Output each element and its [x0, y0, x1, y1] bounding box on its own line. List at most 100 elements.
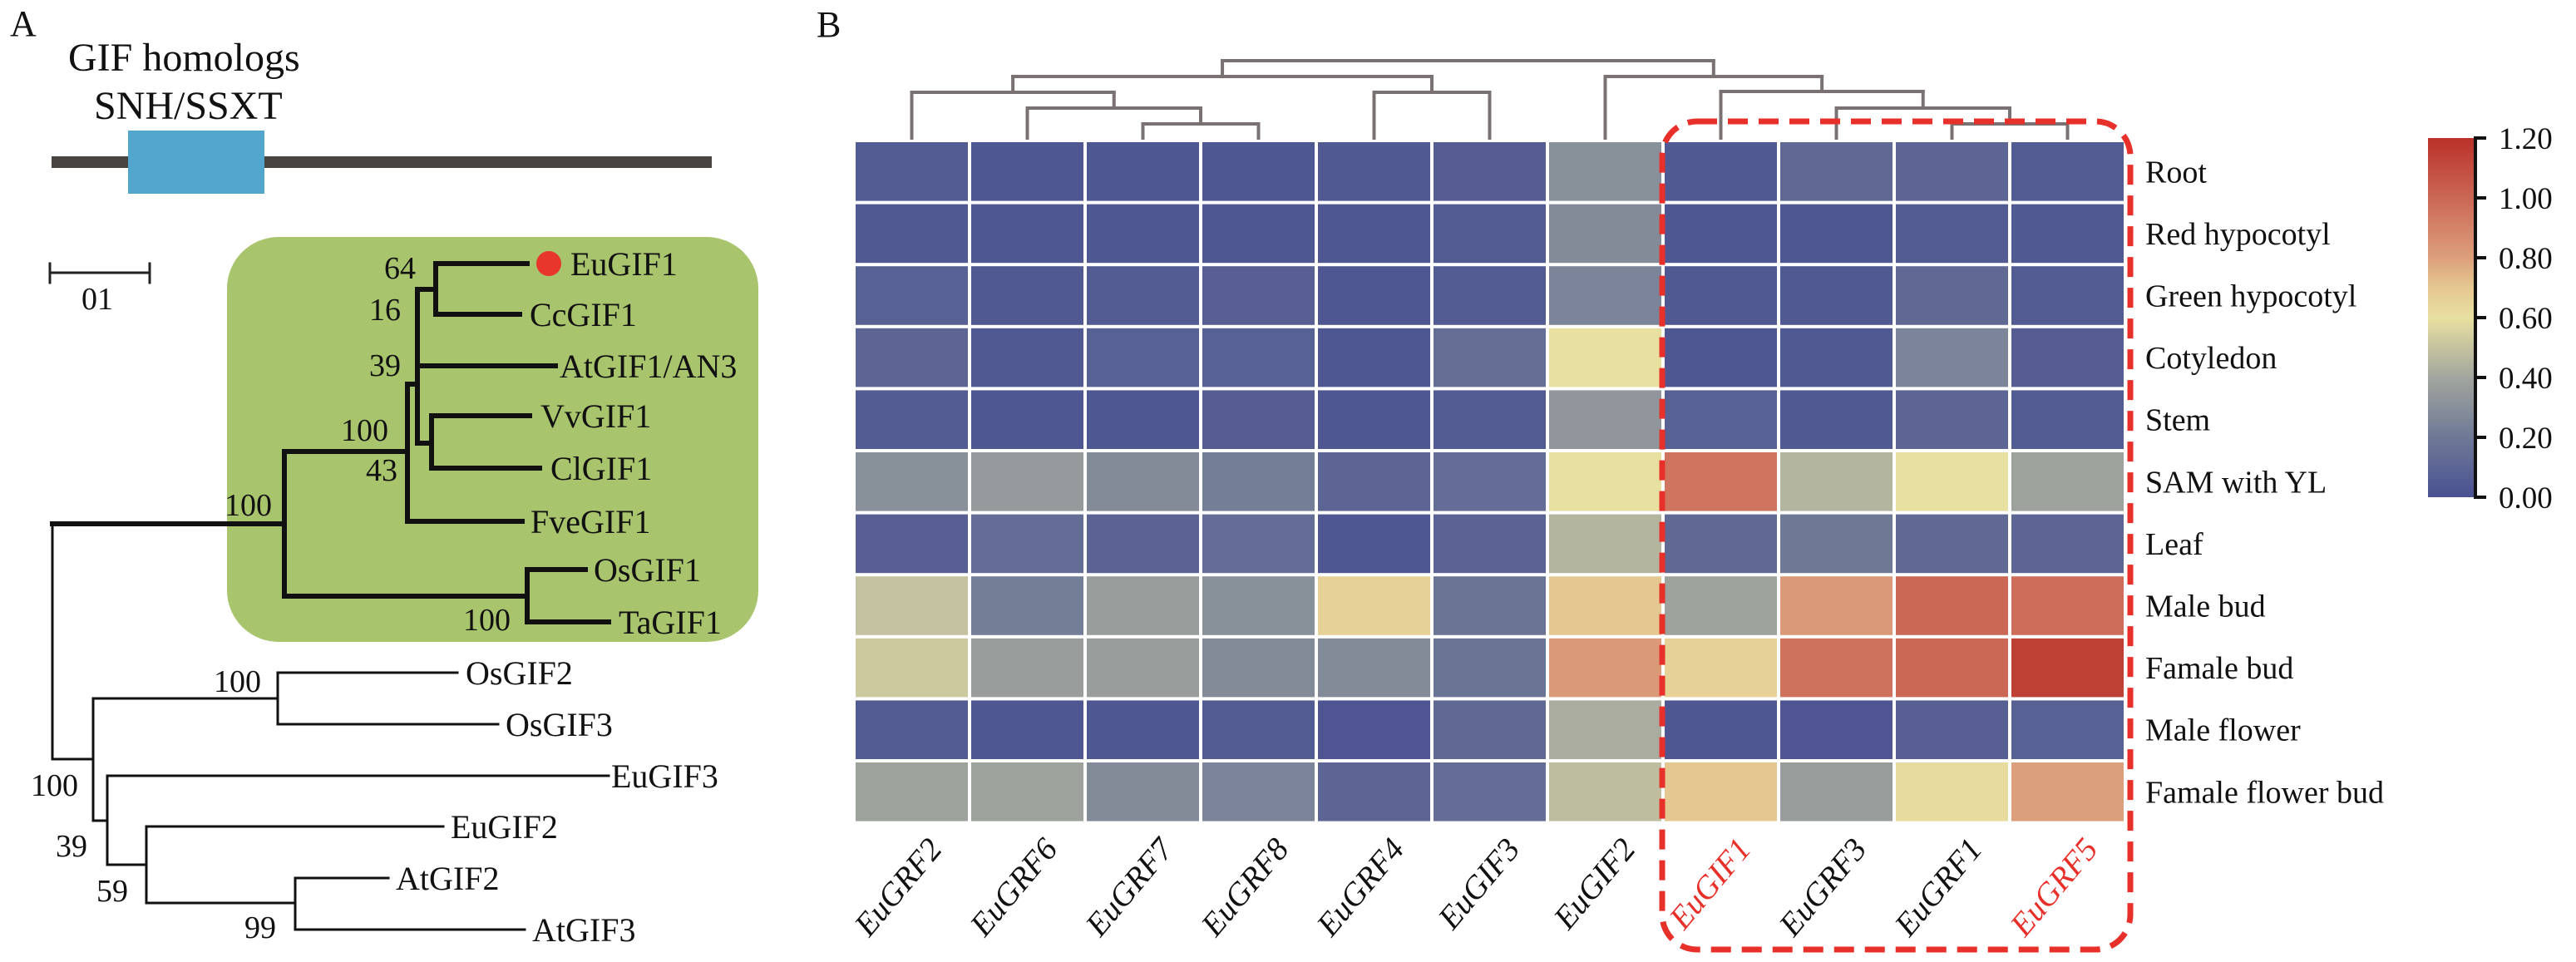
- heatmap-cell-male-flower-eugrf1: [1896, 700, 2008, 759]
- heatmap-cell-leaf-eugrf5: [2011, 514, 2124, 574]
- heatmap-cell-cotyledon-eugif1: [1665, 328, 1777, 387]
- heatmap-cell-famale-flower-bud-eugrf4: [1318, 762, 1430, 821]
- heatmap-cell-sam-with-yl-eugrf4: [1318, 452, 1430, 511]
- heatmap-cell-leaf-eugif2: [1549, 514, 1661, 574]
- heatmap-cell-famale-flower-bud-eugrf1: [1896, 762, 2008, 821]
- heatmap-cell-leaf-eugrf4: [1318, 514, 1430, 574]
- colorbar-tick-label: 0.80: [2499, 242, 2553, 276]
- heatmap-cell-stem-eugif2: [1549, 390, 1661, 449]
- tree-leaf-label: EuGIF2: [451, 808, 558, 846]
- heatmap-cell-famale-bud-eugrf7: [1087, 638, 1199, 698]
- heatmap-cell-male-bud-eugif2: [1549, 576, 1661, 635]
- column-label: EuGRF4: [1310, 831, 1412, 944]
- heatmap-cell-male-bud-eugrf4: [1318, 576, 1430, 635]
- domain-title: GIF homologs: [68, 36, 300, 80]
- heatmap-cell-leaf-eugrf2: [856, 514, 968, 574]
- bootstrap-value: 100: [341, 413, 388, 448]
- bootstrap-value: 39: [56, 829, 87, 864]
- heatmap-cell-famale-flower-bud-eugif2: [1549, 762, 1661, 821]
- heatmap-cell-leaf-eugrf8: [1202, 514, 1315, 574]
- heatmap-cell-cotyledon-eugrf7: [1087, 328, 1199, 387]
- heatmap-cell-male-flower-eugrf4: [1318, 700, 1430, 759]
- column-label: EuGRF3: [1772, 831, 1874, 944]
- heatmap-cell-leaf-eugrf7: [1087, 514, 1199, 574]
- row-label: Leaf: [2145, 527, 2203, 562]
- heatmap-cell-stem-eugrf2: [856, 390, 968, 449]
- heatmap-cell-famale-bud-eugif2: [1549, 638, 1661, 698]
- heatmap-cell-stem-eugrf4: [1318, 390, 1430, 449]
- heatmap-cell-famale-flower-bud-eugrf6: [971, 762, 1083, 821]
- heatmap-cell-leaf-eugrf3: [1780, 514, 1893, 574]
- heatmap-cell-male-flower-eugrf3: [1780, 700, 1893, 759]
- column-label: EuGRF6: [963, 831, 1065, 944]
- heatmap-cell-sam-with-yl-eugif1: [1665, 452, 1777, 511]
- heatmap-cell-famale-bud-eugif1: [1665, 638, 1777, 698]
- heatmap-cell-cotyledon-eugrf5: [2011, 328, 2124, 387]
- tree-leaf-label: AtGIF2: [396, 860, 499, 897]
- heatmap-cell-male-bud-eugif1: [1665, 576, 1777, 635]
- column-dendrogram: [910, 59, 2070, 140]
- bootstrap-value: 43: [366, 453, 397, 488]
- heatmap-cell-green-hypocotyl-eugrf6: [971, 266, 1083, 325]
- tree-leaf-label: EuGIF1: [570, 245, 678, 283]
- tree-leaf-label: ClGIF1: [550, 450, 652, 487]
- heatmap-cell-root-eugrf6: [971, 142, 1083, 201]
- heatmap-cell-stem-eugif1: [1665, 390, 1777, 449]
- heatmap-cell-famale-flower-bud-eugif1: [1665, 762, 1777, 821]
- heatmap-cell-green-hypocotyl-eugrf7: [1087, 266, 1199, 325]
- bootstrap-value: 59: [96, 874, 128, 909]
- heatmap-cell-sam-with-yl-eugrf1: [1896, 452, 2008, 511]
- row-label: Male flower: [2145, 713, 2301, 748]
- heatmap-cell-sam-with-yl-eugrf7: [1087, 452, 1199, 511]
- heatmap-cell-male-bud-eugrf1: [1896, 576, 2008, 635]
- heatmap-cell-red-hypocotyl-eugrf3: [1780, 204, 1893, 264]
- heatmap-cell-green-hypocotyl-eugif2: [1549, 266, 1661, 325]
- heatmap-cell-famale-flower-bud-eugrf3: [1780, 762, 1893, 821]
- heatmap-cell-red-hypocotyl-eugrf4: [1318, 204, 1430, 264]
- heatmap-cell-famale-bud-eugif3: [1434, 638, 1546, 698]
- heatmap-cell-sam-with-yl-eugif3: [1434, 452, 1546, 511]
- heatmap-cell-famale-bud-eugrf1: [1896, 638, 2008, 698]
- heatmap-cell-male-bud-eugrf7: [1087, 576, 1199, 635]
- heatmap-cell-sam-with-yl-eugrf6: [971, 452, 1083, 511]
- heatmap-cell-root-eugrf3: [1780, 142, 1893, 201]
- colorbar-tick-label: 0.60: [2499, 302, 2553, 336]
- heatmap-cell-cotyledon-eugrf4: [1318, 328, 1430, 387]
- tree-leaf-label: OsGIF2: [466, 654, 573, 692]
- bootstrap-value: 39: [369, 348, 401, 383]
- heatmap-cell-sam-with-yl-eugrf3: [1780, 452, 1893, 511]
- row-label: Stem: [2145, 403, 2210, 438]
- heatmap-cell-male-flower-eugif3: [1434, 700, 1546, 759]
- bootstrap-value: 100: [31, 768, 78, 803]
- heatmap-cell-male-flower-eugrf2: [856, 700, 968, 759]
- colorbar-tick-label: 1.20: [2499, 122, 2553, 156]
- heatmap-cell-green-hypocotyl-eugrf8: [1202, 266, 1315, 325]
- bootstrap-value: 100: [225, 488, 272, 523]
- heatmap-cell-stem-eugrf3: [1780, 390, 1893, 449]
- column-label: EuGIF2: [1547, 831, 1643, 936]
- column-label: EuGRF5: [2003, 831, 2105, 944]
- heatmap-cell-famale-flower-bud-eugrf5: [2011, 762, 2124, 821]
- tree-leaf-label: VvGIF1: [540, 397, 651, 435]
- heatmap-cell-famale-bud-eugrf2: [856, 638, 968, 698]
- row-label: Green hypocotyl: [2145, 279, 2356, 314]
- row-label: Red hypocotyl: [2145, 217, 2331, 252]
- colorbar: [2428, 138, 2474, 497]
- snh-domain-box: [128, 131, 264, 194]
- heatmap-cell-red-hypocotyl-eugrf6: [971, 204, 1083, 264]
- bootstrap-value: 16: [369, 293, 401, 328]
- heatmap-cell-male-flower-eugrf7: [1087, 700, 1199, 759]
- colorbar-tick-label: 0.40: [2499, 362, 2553, 396]
- heatmap-cell-green-hypocotyl-eugrf1: [1896, 266, 2008, 325]
- heatmap-cell-cotyledon-eugrf6: [971, 328, 1083, 387]
- bootstrap-value: 99: [244, 910, 276, 945]
- domain-name: SNH/SSXT: [94, 84, 283, 128]
- heatmap-cell-famale-bud-eugrf6: [971, 638, 1083, 698]
- row-label: Famale flower bud: [2145, 775, 2384, 810]
- column-label: EuGRF7: [1078, 831, 1182, 944]
- column-label: EuGIF3: [1431, 831, 1527, 936]
- heatmap-cell-sam-with-yl-eugrf8: [1202, 452, 1315, 511]
- heatmap-cell-male-flower-eugrf8: [1202, 700, 1315, 759]
- bootstrap-value: 64: [384, 251, 416, 286]
